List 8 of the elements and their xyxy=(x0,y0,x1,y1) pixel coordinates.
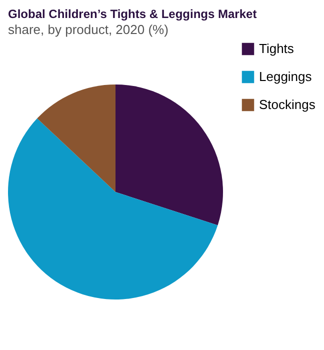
legend-label: Tights xyxy=(259,41,294,56)
chart-title: Global Children’s Tights & Leggings Market xyxy=(8,7,257,21)
pie-slice xyxy=(116,84,223,226)
legend-label: Stockings xyxy=(259,97,316,112)
legend-label: Leggings xyxy=(259,69,312,84)
chart-subtitle: share, by product, 2020 (%) xyxy=(8,22,168,37)
pie-slice xyxy=(37,84,116,192)
pie-slice xyxy=(8,118,218,300)
